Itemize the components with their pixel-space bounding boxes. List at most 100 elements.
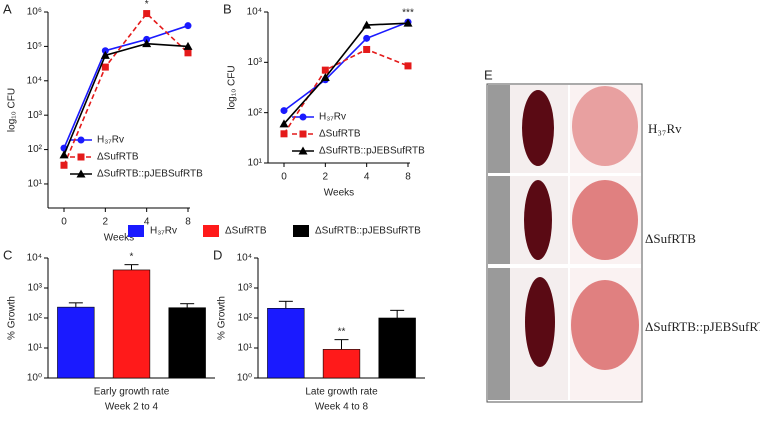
- legend-label: ΔSufRTB::pJEBSufRTB: [315, 226, 421, 237]
- marker: [299, 113, 307, 121]
- y-tick-label: 10⁶: [27, 7, 42, 18]
- marker: [404, 62, 412, 70]
- marker: [101, 47, 109, 55]
- y-tick-label: 10⁴: [247, 7, 262, 18]
- marker: [59, 150, 69, 159]
- marker: [184, 49, 192, 57]
- marker: [142, 39, 152, 48]
- bar: [57, 306, 95, 379]
- y-axis-label: % Growth: [7, 296, 18, 340]
- x-axis-label: Early growth rate: [94, 387, 170, 398]
- x-tick-label: 2: [103, 217, 109, 228]
- bar: [112, 269, 151, 379]
- panel-label: A: [3, 1, 12, 16]
- series-line: [283, 21, 409, 112]
- photo-row: [488, 176, 641, 264]
- panel-label: C: [3, 247, 12, 262]
- annotation: *: [130, 251, 134, 262]
- row-label: H₃₇Rv: [648, 121, 682, 136]
- row-label: ΔSufRTB::pJEBSufRTB: [645, 319, 760, 334]
- marker: [363, 45, 371, 53]
- legend-label: ΔSufRTB::pJEBSufRTB: [319, 146, 425, 157]
- marker: [76, 169, 86, 178]
- y-tick-label: 10⁴: [27, 75, 42, 86]
- marker: [183, 41, 193, 50]
- marker: [101, 63, 109, 71]
- legend-label: ΔSufRTB: [225, 226, 267, 237]
- series-line: [63, 24, 189, 149]
- marker: [298, 146, 308, 155]
- marker: [321, 66, 329, 74]
- row-label: ΔSufRTB: [645, 231, 696, 246]
- bar: [378, 317, 416, 379]
- series-line: [283, 48, 409, 135]
- legend-swatch: [203, 225, 219, 237]
- y-axis-label: % Growth: [217, 296, 228, 340]
- y-tick-label: 10⁵: [27, 41, 42, 52]
- bar: [322, 349, 361, 379]
- y-tick-label: 10²: [248, 107, 263, 118]
- marker: [60, 161, 68, 169]
- marker: [100, 50, 110, 59]
- y-tick-label: 10³: [238, 283, 253, 294]
- photo-row: [488, 85, 641, 173]
- y-tick-label: 10²: [238, 313, 253, 324]
- annotation: *: [145, 0, 149, 10]
- panel-label: E: [484, 67, 493, 82]
- marker: [279, 119, 289, 128]
- annotation: **: [338, 326, 346, 337]
- x-axis-label: Weeks: [324, 188, 354, 199]
- legend-label: ΔSufRTB: [319, 129, 361, 140]
- x-tick-label: 4: [364, 172, 370, 183]
- y-axis-label: log₁₀ CFU: [227, 65, 238, 109]
- x-axis-label: Weeks: [104, 233, 134, 244]
- legend-label: H₃₇Rv: [150, 226, 177, 237]
- legend-label: H₃₇Rv: [97, 135, 124, 146]
- y-tick-label: 10⁴: [27, 253, 42, 264]
- x-tick-label: 8: [405, 172, 411, 183]
- y-tick-label: 10⁰: [27, 373, 42, 384]
- series-line: [283, 22, 409, 125]
- y-tick-label: 10¹: [238, 343, 253, 354]
- bar: [168, 307, 206, 379]
- marker: [77, 136, 85, 144]
- y-tick-label: 10¹: [248, 158, 263, 169]
- y-tick-label: 10³: [28, 110, 43, 121]
- marker: [280, 107, 288, 115]
- x-tick-label: 0: [281, 172, 287, 183]
- series-line: [63, 42, 189, 156]
- legend-label: H₃₇Rv: [319, 112, 346, 123]
- annotation: ***: [402, 8, 414, 19]
- y-tick-label: 10²: [28, 313, 43, 324]
- x-tick-label: 0: [61, 217, 67, 228]
- legend-label: ΔSufRTB::pJEBSufRTB: [97, 169, 203, 180]
- y-tick-label: 10¹: [28, 179, 43, 190]
- photo-panel: E H₃₇Rv ΔSufRTB ΔSufRTB::pJEBSufRTB: [484, 67, 760, 403]
- marker: [320, 72, 330, 81]
- y-tick-label: 10⁴: [237, 253, 252, 264]
- panel-label: D: [213, 247, 222, 262]
- y-tick-label: 10⁰: [237, 373, 252, 384]
- x-axis-label: Week 4 to 8: [315, 402, 369, 413]
- legend-swatch: [128, 225, 144, 237]
- marker: [280, 130, 288, 138]
- y-axis-label: log₁₀ CFU: [7, 88, 18, 132]
- x-axis-label: Late growth rate: [305, 387, 378, 398]
- legend-label: ΔSufRTB: [97, 152, 139, 163]
- marker: [362, 20, 372, 29]
- marker: [77, 153, 85, 161]
- marker: [143, 10, 151, 18]
- panel-label: B: [223, 1, 232, 16]
- y-tick-label: 10³: [248, 57, 263, 68]
- x-tick-label: 8: [185, 217, 191, 228]
- bar: [267, 308, 305, 379]
- y-tick-label: 10³: [28, 283, 43, 294]
- series-line: [63, 12, 189, 166]
- marker: [299, 130, 307, 138]
- y-tick-label: 10²: [28, 144, 43, 155]
- marker: [363, 34, 371, 42]
- x-tick-label: 2: [323, 172, 329, 183]
- marker: [184, 22, 192, 30]
- x-tick-label: 4: [144, 217, 150, 228]
